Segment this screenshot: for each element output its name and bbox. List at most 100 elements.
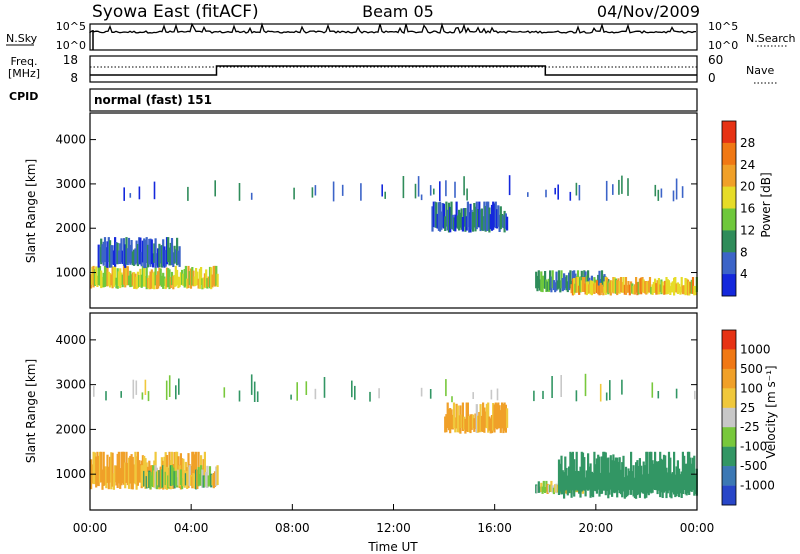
range-cell	[112, 250, 115, 265]
range-cell	[120, 391, 122, 398]
range-cell	[293, 187, 295, 200]
range-cell	[502, 215, 505, 229]
range-cell	[560, 455, 563, 495]
range-cell	[664, 455, 667, 492]
range-cell	[617, 461, 620, 491]
range-cell	[175, 385, 177, 400]
range-cell	[121, 250, 124, 264]
range-cell	[174, 451, 177, 486]
range-cell	[589, 280, 592, 295]
range-cell	[676, 460, 679, 494]
range-cell	[598, 270, 601, 293]
range-cell	[145, 237, 148, 263]
range-cell	[537, 270, 540, 289]
range-cell	[665, 277, 668, 295]
range-cell	[131, 456, 134, 490]
range-cell	[159, 466, 162, 489]
range-cell	[579, 466, 582, 498]
range-cell	[575, 451, 578, 490]
range-cell	[655, 461, 658, 491]
range-cell	[575, 182, 578, 196]
nsky-tick-top: 10^5	[56, 20, 86, 33]
range-cell	[434, 201, 437, 228]
range-cell	[169, 277, 172, 288]
range-cell	[557, 270, 561, 289]
range-cell	[480, 415, 483, 432]
cpid-label: CPID	[9, 90, 38, 103]
range-cell	[488, 416, 491, 431]
range-cell	[501, 402, 504, 429]
range-cell	[651, 382, 654, 398]
range-cell	[97, 455, 100, 487]
range-cell	[207, 475, 210, 487]
range-cell	[632, 285, 635, 295]
range-cell	[238, 183, 241, 201]
nave-label: Nave	[746, 64, 774, 77]
range-cell	[580, 451, 583, 492]
range-cell	[155, 253, 158, 266]
range-cell	[460, 208, 463, 230]
range-cell	[164, 452, 167, 490]
range-cell	[546, 281, 549, 292]
range-cell	[165, 237, 169, 265]
range-cell	[584, 373, 587, 397]
range-cell	[149, 238, 152, 267]
range-cell	[105, 466, 108, 489]
range-cell	[613, 277, 616, 293]
velocity-colorbar-segment	[722, 349, 736, 370]
range-cell	[479, 209, 482, 232]
range-cell	[152, 272, 155, 289]
range-cell	[196, 469, 199, 489]
range-cell	[196, 271, 199, 285]
range-cell	[593, 277, 596, 289]
range-cell	[153, 243, 156, 263]
range-cell	[652, 463, 655, 490]
range-cell	[93, 452, 96, 485]
range-cell	[542, 390, 544, 399]
range-cell	[176, 269, 179, 285]
range-cell	[210, 267, 213, 290]
range-cell	[168, 269, 171, 290]
range-cell	[575, 390, 578, 402]
range-cell	[92, 265, 95, 288]
range-cell	[667, 280, 671, 293]
freq-label-line1: Freq.	[10, 55, 37, 68]
range-cell	[420, 194, 423, 201]
range-cell	[93, 269, 96, 286]
range-cell	[95, 266, 98, 285]
range-cell	[608, 472, 611, 495]
range-cell	[314, 185, 317, 196]
range-cell	[566, 281, 569, 293]
range-cell	[654, 451, 657, 490]
range-cell	[192, 451, 195, 485]
range-cell	[675, 466, 678, 497]
range-cell	[618, 179, 620, 195]
range-cell	[213, 471, 217, 487]
range-cell	[619, 277, 623, 293]
power-colorbar-segment	[722, 274, 736, 297]
range-cell	[102, 272, 105, 288]
range-cell	[565, 467, 568, 490]
range-cell	[187, 265, 190, 288]
range-cell	[150, 475, 153, 487]
range-cell	[170, 465, 174, 486]
range-cell	[554, 187, 556, 195]
range-cell	[173, 245, 176, 264]
range-cell	[616, 457, 619, 498]
range-cell	[549, 484, 552, 492]
power-colorbar-tick: 28	[740, 136, 755, 150]
range-cell	[482, 216, 485, 231]
range-cell	[675, 283, 678, 293]
range-cell	[472, 392, 474, 399]
range-cell	[602, 286, 605, 296]
range-cell	[103, 237, 107, 263]
range-cell	[638, 278, 641, 294]
range-cell	[693, 285, 696, 296]
range-cell	[554, 282, 557, 293]
range-cell	[587, 270, 590, 289]
range-cell	[471, 414, 475, 429]
range-cell	[506, 408, 509, 428]
range-cell	[157, 271, 160, 289]
range-cell	[555, 483, 558, 494]
range-cell	[149, 271, 152, 290]
